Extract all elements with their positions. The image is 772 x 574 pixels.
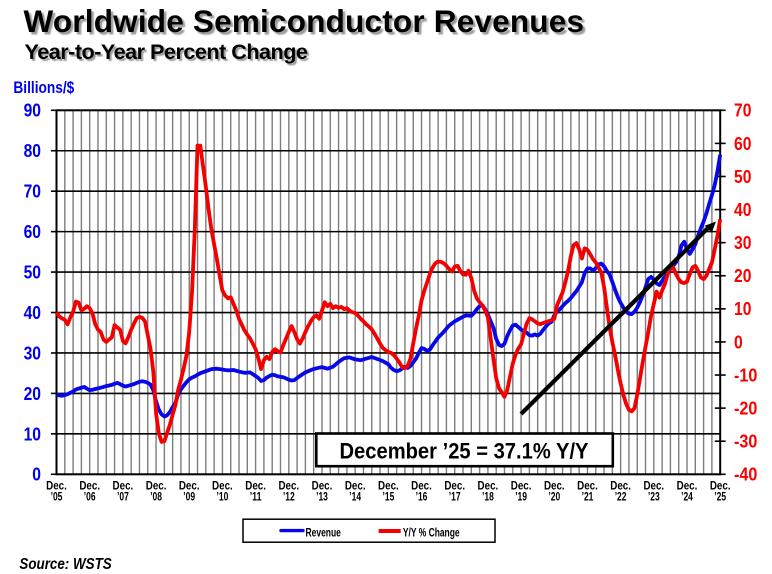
svg-text:30: 30 bbox=[24, 343, 41, 363]
svg-text:-30: -30 bbox=[734, 432, 757, 452]
svg-text:40: 40 bbox=[24, 303, 41, 323]
svg-text:0: 0 bbox=[32, 465, 41, 485]
svg-text:Dec.: Dec. bbox=[677, 480, 698, 493]
svg-text:Dec.: Dec. bbox=[378, 480, 399, 493]
svg-text:Dec.: Dec. bbox=[478, 480, 499, 493]
svg-text:Billions/$: Billions/$ bbox=[13, 79, 74, 97]
svg-text:70: 70 bbox=[734, 101, 751, 121]
svg-text:Dec.: Dec. bbox=[643, 480, 664, 493]
svg-text:Dec.: Dec. bbox=[46, 480, 67, 493]
svg-text:Dec.: Dec. bbox=[444, 480, 465, 493]
svg-text:Dec.: Dec. bbox=[610, 480, 631, 493]
svg-text:30: 30 bbox=[734, 233, 751, 253]
svg-text:50: 50 bbox=[734, 167, 751, 187]
svg-text:’14: ’14 bbox=[349, 490, 361, 503]
svg-text:’06: ’06 bbox=[84, 490, 96, 503]
svg-text:’19: ’19 bbox=[515, 490, 527, 503]
svg-text:’25: ’25 bbox=[714, 490, 726, 503]
svg-text:Dec.: Dec. bbox=[245, 480, 266, 493]
svg-text:70: 70 bbox=[24, 182, 41, 202]
svg-text:20: 20 bbox=[734, 266, 751, 286]
svg-text:Dec.: Dec. bbox=[179, 480, 200, 493]
svg-text:December ’25 = 37.1% Y/Y: December ’25 = 37.1% Y/Y bbox=[340, 438, 589, 463]
svg-text:’05: ’05 bbox=[51, 490, 63, 503]
svg-text:’22: ’22 bbox=[615, 490, 627, 503]
svg-text:Dec.: Dec. bbox=[312, 480, 333, 493]
svg-text:-10: -10 bbox=[734, 365, 757, 385]
svg-text:’21: ’21 bbox=[582, 490, 594, 503]
svg-text:’13: ’13 bbox=[316, 490, 328, 503]
svg-text:Dec.: Dec. bbox=[710, 480, 731, 493]
svg-text:’17: ’17 bbox=[449, 490, 461, 503]
svg-text:0: 0 bbox=[734, 332, 743, 352]
svg-text:Dec.: Dec. bbox=[212, 480, 233, 493]
svg-text:’16: ’16 bbox=[416, 490, 428, 503]
svg-text:40: 40 bbox=[734, 200, 751, 220]
svg-text:’20: ’20 bbox=[548, 490, 560, 503]
svg-text:’24: ’24 bbox=[681, 490, 693, 503]
svg-text:’15: ’15 bbox=[383, 490, 395, 503]
svg-text:10: 10 bbox=[24, 424, 41, 444]
svg-text:Revenue: Revenue bbox=[306, 526, 342, 539]
svg-text:Source: WSTS: Source: WSTS bbox=[19, 556, 112, 573]
svg-text:Dec.: Dec. bbox=[345, 480, 366, 493]
svg-text:’08: ’08 bbox=[150, 490, 162, 503]
svg-text:’09: ’09 bbox=[183, 490, 195, 503]
svg-text:’10: ’10 bbox=[217, 490, 229, 503]
svg-text:Dec.: Dec. bbox=[411, 480, 432, 493]
svg-text:’12: ’12 bbox=[283, 490, 295, 503]
svg-text:’23: ’23 bbox=[648, 490, 660, 503]
svg-text:10: 10 bbox=[734, 299, 751, 319]
svg-text:20: 20 bbox=[24, 384, 41, 404]
svg-text:90: 90 bbox=[24, 101, 41, 121]
svg-text:-40: -40 bbox=[734, 465, 757, 485]
svg-text:50: 50 bbox=[24, 263, 41, 283]
svg-text:60: 60 bbox=[24, 222, 41, 242]
svg-text:Y/Y % Change: Y/Y % Change bbox=[403, 526, 460, 539]
svg-text:Dec.: Dec. bbox=[113, 480, 134, 493]
svg-text:Dec.: Dec. bbox=[79, 480, 100, 493]
svg-text:60: 60 bbox=[734, 134, 751, 154]
svg-text:Dec.: Dec. bbox=[544, 480, 565, 493]
svg-text:Dec.: Dec. bbox=[511, 480, 532, 493]
svg-text:Dec.: Dec. bbox=[146, 480, 167, 493]
svg-text:’18: ’18 bbox=[482, 490, 494, 503]
svg-text:’07: ’07 bbox=[117, 490, 129, 503]
svg-text:-20: -20 bbox=[734, 399, 757, 419]
svg-text:Dec.: Dec. bbox=[577, 480, 598, 493]
svg-text:’11: ’11 bbox=[250, 490, 262, 503]
svg-text:Dec.: Dec. bbox=[278, 480, 299, 493]
svg-text:80: 80 bbox=[24, 141, 41, 161]
